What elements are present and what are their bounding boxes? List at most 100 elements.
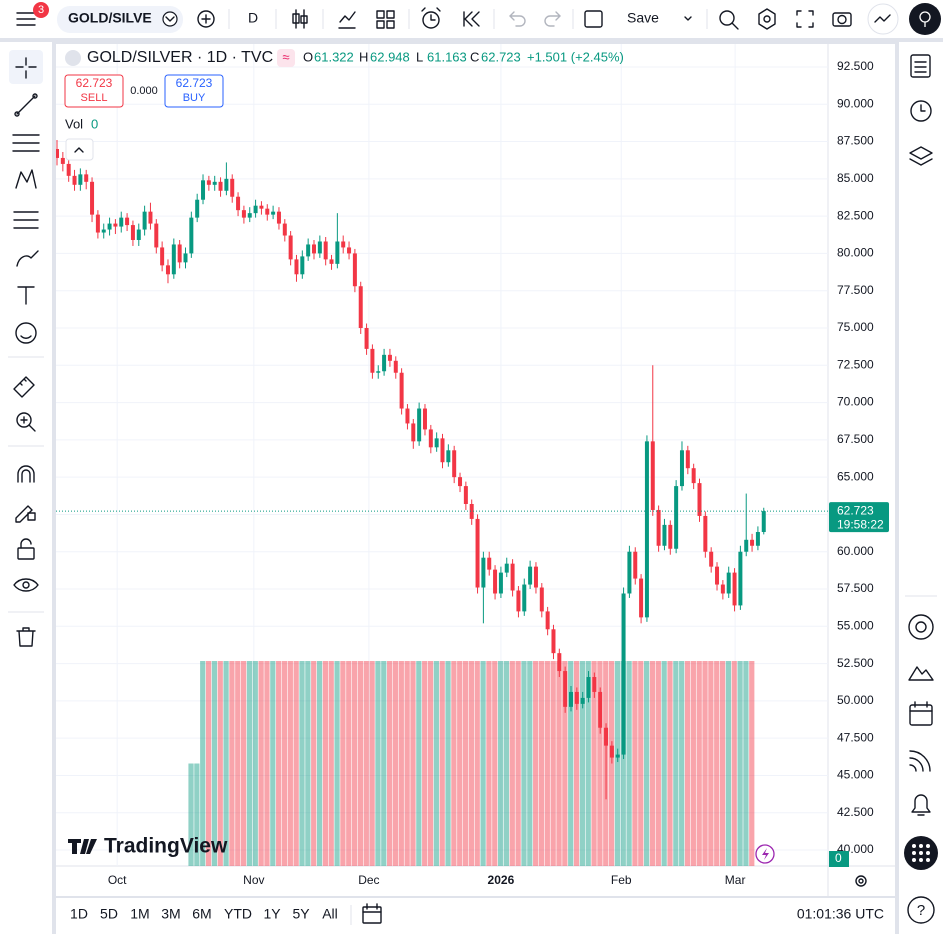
- candle-body: [341, 241, 346, 248]
- range-button[interactable]: 6M: [192, 906, 211, 922]
- candle-body: [551, 629, 556, 654]
- volume-bar: [661, 661, 667, 866]
- candle-body: [382, 354, 387, 372]
- volume-bar: [270, 661, 276, 866]
- volume-bar: [194, 763, 200, 866]
- candle-body: [422, 408, 427, 430]
- volume-bar: [351, 661, 358, 866]
- watchlist-button[interactable]: [910, 54, 931, 78]
- candle-body: [72, 175, 77, 185]
- trading-button[interactable]: [867, 3, 899, 35]
- candle-body: [592, 677, 597, 692]
- help-button[interactable]: ?: [907, 896, 935, 924]
- volume-bar: [480, 661, 486, 866]
- collapse-legend-button[interactable]: [65, 138, 94, 161]
- clock[interactable]: 01:01:36 UTC: [797, 906, 884, 922]
- calendar-button[interactable]: [909, 701, 933, 726]
- news-button[interactable]: [909, 750, 931, 772]
- measure-tool[interactable]: [13, 376, 35, 398]
- symbol-search[interactable]: GOLD/SILVER: [57, 6, 183, 33]
- ideas-button[interactable]: [908, 614, 934, 640]
- candle-body: [720, 584, 725, 594]
- menu-button[interactable]: 3: [16, 2, 49, 26]
- hide-tool[interactable]: [13, 578, 39, 592]
- range-button[interactable]: 1D: [70, 906, 88, 922]
- candle-body: [148, 211, 153, 224]
- volume-bar: [188, 763, 194, 866]
- date-range-button[interactable]: [362, 903, 382, 924]
- products-button[interactable]: [904, 836, 938, 870]
- interval-button[interactable]: D: [248, 10, 258, 26]
- fib-tool[interactable]: [12, 134, 40, 152]
- save-menu[interactable]: [684, 16, 692, 21]
- volume-bar: [264, 661, 270, 866]
- candle-body: [107, 223, 112, 230]
- magnet-tool[interactable]: [17, 465, 35, 483]
- range-button[interactable]: All: [322, 906, 338, 922]
- compare-button[interactable]: [197, 10, 215, 28]
- snapshot-button[interactable]: [832, 12, 852, 27]
- settings-button[interactable]: [758, 8, 776, 30]
- volume-bar: [591, 661, 597, 866]
- sell-button[interactable]: 62.723 SELL: [64, 74, 124, 108]
- volume-bar: [246, 661, 253, 866]
- crosshair-tool[interactable]: [15, 57, 37, 79]
- undo-button[interactable]: [509, 11, 526, 27]
- stream-button[interactable]: [908, 666, 934, 681]
- candle-body: [522, 584, 527, 612]
- candle-body: [674, 486, 679, 549]
- layouts-button[interactable]: [376, 10, 395, 29]
- indicators-button[interactable]: [338, 11, 356, 29]
- notifications-button[interactable]: [911, 794, 931, 816]
- watermark-text: TradingView: [104, 835, 228, 858]
- candle-body: [312, 244, 316, 254]
- account-button[interactable]: [909, 3, 941, 35]
- range-button[interactable]: 3M: [161, 906, 180, 922]
- text-tool[interactable]: [17, 286, 35, 305]
- zoom-tool[interactable]: [16, 412, 36, 432]
- save-button[interactable]: Save: [627, 10, 659, 26]
- trend-line-tool[interactable]: [14, 93, 38, 117]
- replay-lightning[interactable]: [755, 844, 775, 864]
- alerts-button[interactable]: [910, 100, 932, 122]
- axis-settings[interactable]: [855, 875, 867, 887]
- redo-button[interactable]: [544, 11, 561, 27]
- buy-button[interactable]: 62.723 BUY: [164, 74, 224, 108]
- prediction-tool[interactable]: [13, 211, 39, 229]
- candle-body: [469, 503, 474, 519]
- candle-body: [201, 180, 206, 200]
- volume-bar: [299, 661, 305, 866]
- volume-bar: [381, 661, 387, 866]
- pattern-tool[interactable]: [15, 169, 37, 189]
- y-tick-label: 90.000: [837, 96, 874, 110]
- ohlc-label: O: [303, 49, 313, 64]
- range-button[interactable]: 1M: [130, 906, 149, 922]
- range-button[interactable]: 5D: [100, 906, 118, 922]
- object-tree-button[interactable]: [909, 146, 933, 166]
- range-button[interactable]: 1Y: [263, 906, 281, 922]
- range-button[interactable]: 5Y: [292, 906, 310, 922]
- emoji-tool[interactable]: [15, 322, 37, 344]
- chart-pane: [56, 44, 895, 896]
- volume-bar: [235, 661, 241, 866]
- candle-body: [621, 593, 626, 755]
- fullscreen-button[interactable]: [796, 10, 814, 28]
- stay-drawing-tool[interactable]: [15, 505, 36, 523]
- candle-body: [452, 450, 457, 478]
- volume-bar: [346, 661, 352, 866]
- candle-body: [574, 691, 579, 704]
- lock-tool[interactable]: [17, 538, 35, 560]
- chart-type-button[interactable]: [292, 9, 308, 29]
- layout-button[interactable]: [584, 10, 603, 28]
- alert-button[interactable]: [421, 7, 441, 29]
- candle-body: [732, 572, 737, 606]
- replay-button[interactable]: [463, 11, 480, 27]
- brush-tool[interactable]: [16, 250, 39, 267]
- symbol-logo: [65, 50, 81, 66]
- candle-body: [376, 371, 381, 373]
- range-button[interactable]: YTD: [224, 906, 252, 922]
- candle-body: [434, 438, 439, 448]
- volume-bar: [375, 661, 381, 866]
- delete-tool[interactable]: [16, 627, 36, 647]
- quick-search-button[interactable]: [719, 10, 739, 30]
